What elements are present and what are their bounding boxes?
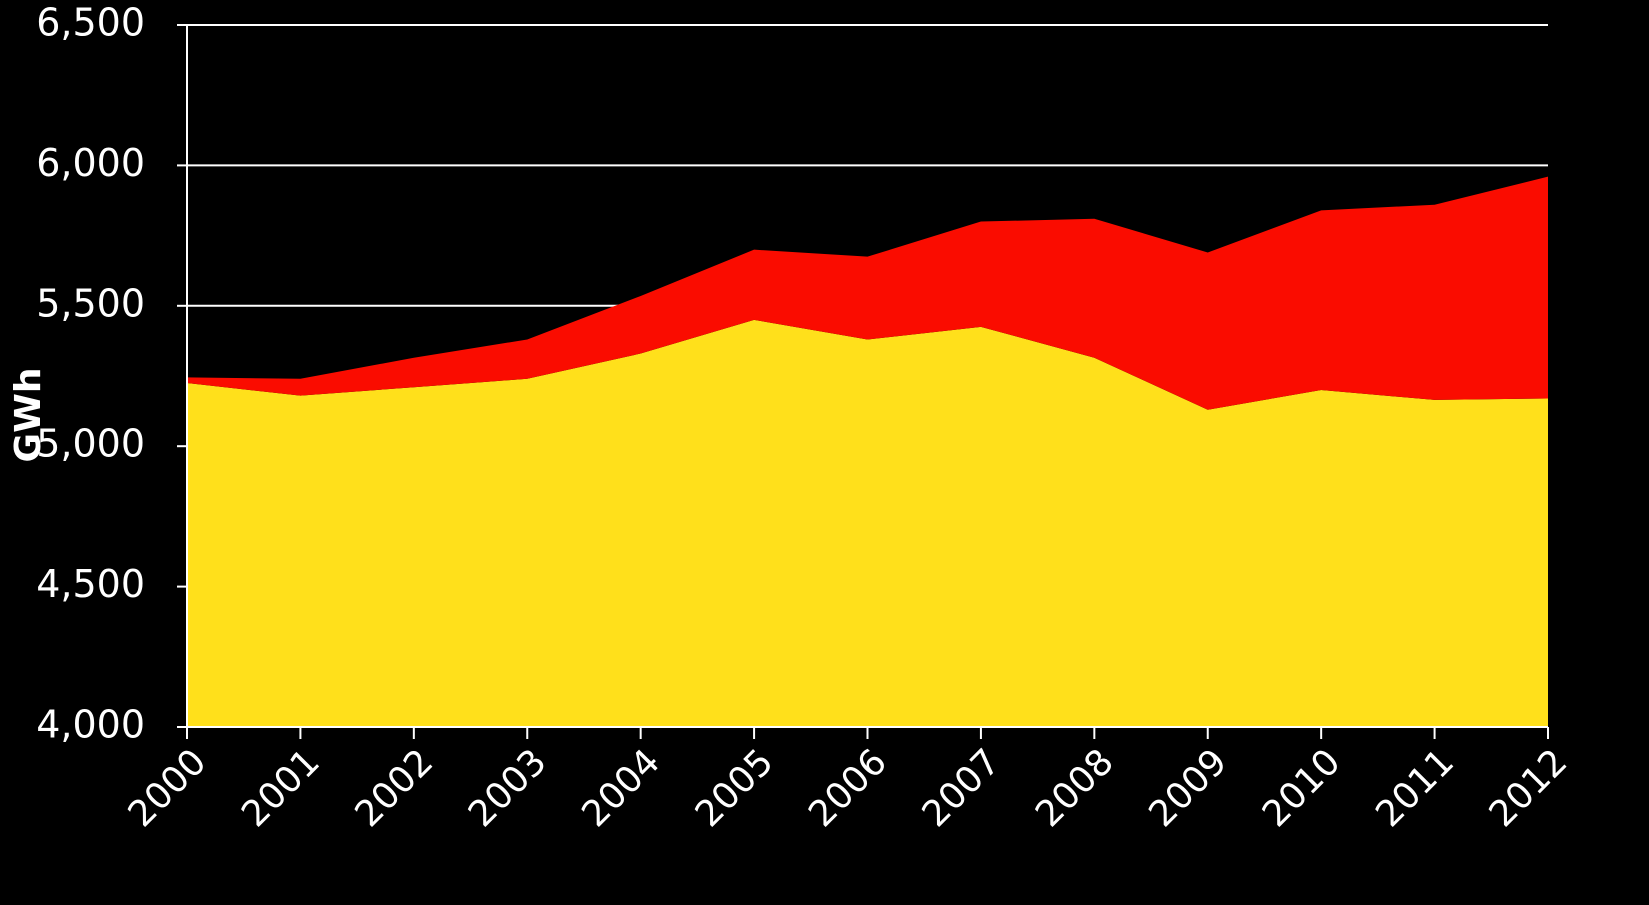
x-tick-label: 2000 xyxy=(121,741,215,835)
x-tick-label: 2003 xyxy=(461,741,555,835)
x-tick-label: 2001 xyxy=(234,741,328,835)
y-tick-label: 5,000 xyxy=(36,422,145,466)
x-tick-label: 2008 xyxy=(1028,741,1122,835)
x-tick-label: 2007 xyxy=(915,741,1009,835)
x-tick-label: 2012 xyxy=(1482,741,1576,835)
x-tick-label: 2010 xyxy=(1255,741,1349,835)
x-tick-label: 2005 xyxy=(688,741,782,835)
y-tick-label: 6,500 xyxy=(36,1,145,45)
x-tick-label: 2006 xyxy=(801,741,895,835)
y-tick-label: 5,500 xyxy=(36,281,145,325)
x-tick-label: 2002 xyxy=(347,741,441,835)
y-tick-label: 4,000 xyxy=(36,703,145,747)
y-tick-label: 4,500 xyxy=(36,562,145,606)
x-tick-label: 2011 xyxy=(1368,741,1462,835)
x-tick-label: 2004 xyxy=(574,741,668,835)
x-tick-label: 2009 xyxy=(1141,741,1235,835)
area xyxy=(187,176,1548,410)
y-tick-label: 6,000 xyxy=(36,141,145,185)
y-axis-label: GWh xyxy=(8,368,49,463)
area xyxy=(187,319,1548,727)
